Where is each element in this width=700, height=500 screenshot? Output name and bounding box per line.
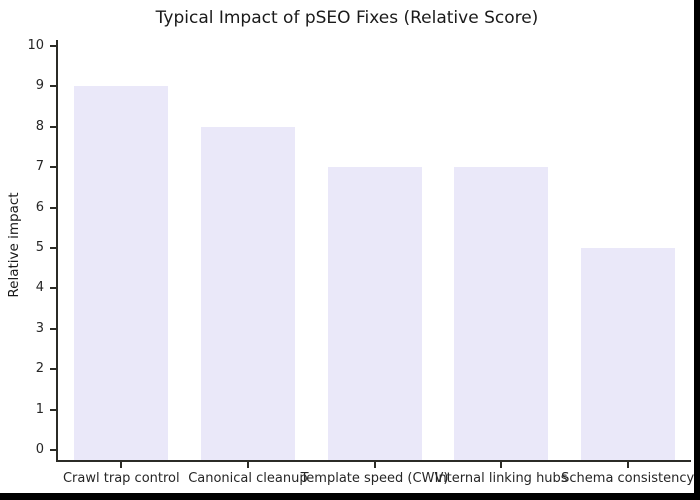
x-tick-label: Canonical cleanup: [188, 471, 308, 486]
x-tick-label: Crawl trap control: [62, 471, 180, 486]
y-tick-label: 10: [27, 37, 44, 53]
x-tick-mark: [626, 462, 629, 468]
y-tick-mark: [50, 368, 56, 371]
x-tick-label: Template speed (CWV): [300, 471, 449, 486]
x-tick-label: Internal linking hubs: [434, 471, 568, 486]
y-tick-label: 0: [35, 441, 44, 457]
x-tick-mark: [373, 462, 376, 468]
x-tick-label: Schema consistency: [561, 471, 695, 486]
y-tick-label: 8: [35, 118, 44, 134]
y-tick-mark: [50, 448, 56, 451]
y-tick-mark: [50, 206, 56, 209]
bar-4: [454, 167, 549, 460]
y-tick-mark: [50, 408, 56, 411]
y-tick-mark: [50, 246, 56, 249]
y-tick-mark: [50, 287, 56, 290]
plot-area: [56, 40, 691, 462]
y-tick-label: 2: [35, 361, 44, 377]
y-tick-label: 3: [35, 320, 44, 336]
y-tick-mark: [50, 85, 56, 88]
y-tick-mark: [50, 44, 56, 47]
x-tick-mark: [120, 462, 123, 468]
bar-5: [580, 248, 675, 460]
chart-title: Typical Impact of pSEO Fixes (Relative S…: [155, 8, 539, 28]
bar-1: [74, 86, 169, 460]
y-tick-mark: [50, 327, 56, 330]
y-tick-mark: [50, 166, 56, 169]
y-tick-label: 7: [35, 159, 44, 175]
y-tick-mark: [50, 125, 56, 128]
screen-edge-right: [694, 0, 700, 500]
y-tick-label: 4: [35, 280, 44, 296]
x-tick-mark: [500, 462, 503, 468]
bar-2: [200, 127, 295, 460]
y-tick-label: 1: [35, 401, 44, 417]
bar-3: [327, 167, 422, 460]
y-tick-label: 6: [35, 199, 44, 215]
y-tick-label: 9: [35, 78, 44, 94]
x-tick-mark: [246, 462, 249, 468]
screen-edge-bottom: [0, 493, 700, 500]
y-tick-label: 5: [35, 239, 44, 255]
